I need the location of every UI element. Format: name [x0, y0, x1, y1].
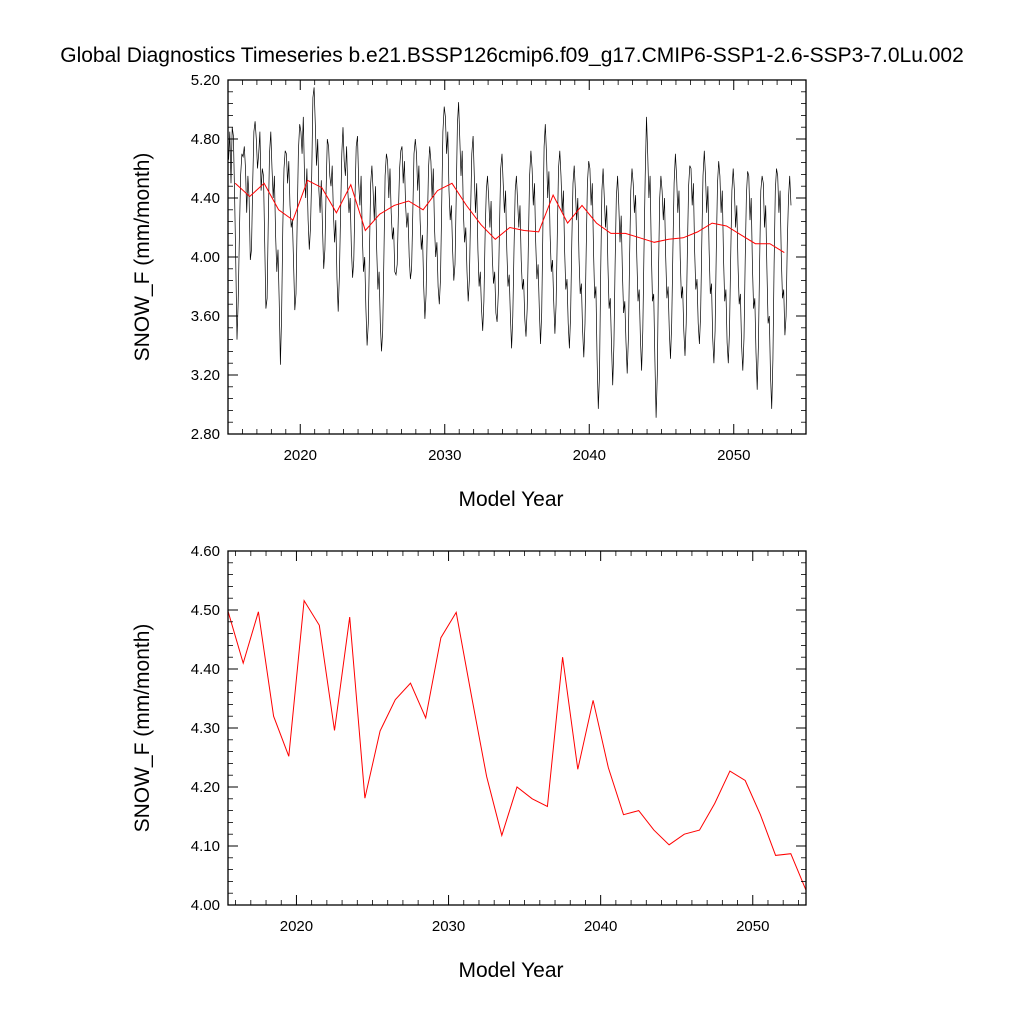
panel-2-annual-mean-line	[227, 599, 807, 891]
panel-1-y-tick-label: 4.00	[191, 249, 220, 266]
panel-1-plot-frame	[227, 79, 807, 435]
panel-2-y-axis-title: SNOW_F (mm/month)	[131, 624, 154, 833]
panel-2-y-tick-label: 4.50	[191, 602, 220, 619]
panel-2-y-tick-label: 4.40	[191, 661, 220, 678]
panel-1-y-tick-label: 4.40	[191, 190, 220, 207]
chart-title: Global Diagnostics Timeseries b.e21.BSSP…	[60, 44, 964, 67]
panel-1-y-tick-label: 3.60	[191, 308, 220, 325]
panel-2-x-tick-label: 2050	[736, 918, 769, 935]
panel-1-y-tick-label: 2.80	[191, 426, 220, 443]
panel-2-y-tick-label: 4.30	[191, 720, 220, 737]
panel-1-annual-mean-line	[234, 179, 785, 254]
panel-1-y-tick-label: 3.20	[191, 367, 220, 384]
panel-2-x-tick-label: 2040	[584, 918, 617, 935]
panel-1-x-tick-label: 2050	[717, 447, 750, 464]
panel-1-x-axis-title: Model Year	[458, 488, 563, 511]
panel-1-y-tick-label: 4.80	[191, 131, 220, 148]
panel-2-x-axis-title: Model Year	[458, 959, 563, 982]
panel-1-x-tick-label: 2030	[428, 447, 461, 464]
panel-1-y-axis-title: SNOW_F (mm/month)	[131, 153, 154, 362]
panel-2-y-tick-label: 4.10	[191, 838, 220, 855]
panel-2-y-tick-label: 4.60	[191, 543, 220, 560]
panel-2-x-tick-label: 2020	[280, 918, 313, 935]
panel-2-plot-frame	[227, 550, 807, 906]
panel-2-y-tick-label: 4.00	[191, 897, 220, 914]
panel-2-y-tick-label: 4.20	[191, 779, 220, 796]
panel-1-x-tick-label: 2020	[284, 447, 317, 464]
panel-1-x-tick-label: 2040	[573, 447, 606, 464]
panel-1-y-tick-label: 5.20	[191, 72, 220, 89]
panel-1-monthly-line	[228, 87, 792, 418]
panel-2-x-tick-label: 2030	[432, 918, 465, 935]
